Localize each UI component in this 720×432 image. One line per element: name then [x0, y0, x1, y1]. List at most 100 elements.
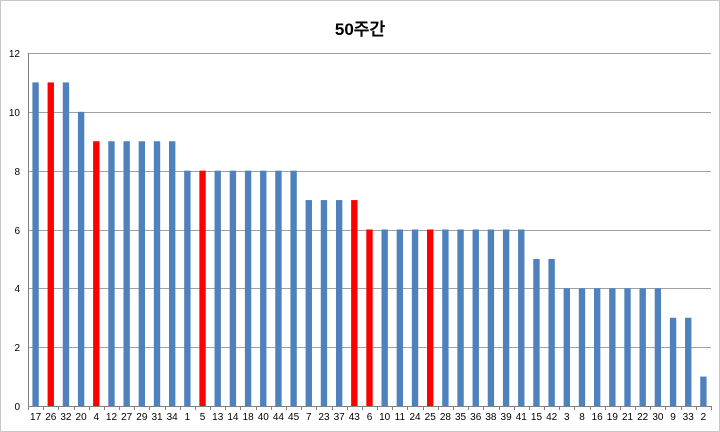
x-tick-label: 22	[637, 412, 649, 423]
bar-14	[229, 170, 237, 406]
x-tick-label: 27	[121, 412, 133, 423]
x-tick-label: 2	[701, 412, 707, 423]
bar-29	[138, 141, 146, 406]
x-tick-label: 14	[227, 412, 239, 423]
x-tick-label: 36	[470, 412, 482, 423]
bar-24	[411, 229, 419, 406]
x-tick-label: 25	[425, 412, 437, 423]
x-tick-label: 23	[318, 412, 330, 423]
bar-19	[609, 288, 616, 406]
bar-23	[320, 200, 328, 406]
x-tick-label: 7	[306, 412, 312, 423]
bar-2	[700, 376, 707, 406]
x-tick-label: 18	[243, 412, 255, 423]
x-tick-label: 29	[136, 412, 148, 423]
x-tick-label: 19	[607, 412, 619, 423]
x-tick-label: 3	[564, 412, 570, 423]
bar-26	[47, 82, 54, 407]
x-tick-label: 21	[622, 412, 634, 423]
bar-20	[77, 111, 85, 406]
x-tick-label: 9	[670, 412, 676, 423]
x-tick-label: 11	[395, 412, 406, 423]
bar-7	[305, 200, 312, 406]
x-tick-label: 13	[212, 412, 224, 423]
y-tick-label: 12	[9, 49, 21, 60]
bar-18	[244, 170, 252, 406]
x-tick-label: 1	[185, 412, 191, 423]
bar-33	[685, 317, 692, 406]
bar-28	[442, 229, 449, 406]
bar-31	[153, 141, 161, 406]
bar-15	[533, 258, 540, 406]
x-tick-label: 41	[516, 412, 528, 423]
bar-37	[335, 200, 343, 406]
bar-42	[548, 258, 555, 406]
x-tick-label: 15	[531, 412, 543, 423]
y-tick-label: 8	[14, 167, 20, 178]
bar-36	[472, 229, 479, 406]
bar-27	[123, 141, 130, 406]
x-tick-label: 40	[258, 412, 270, 423]
bar-3	[563, 288, 570, 406]
x-tick-label: 43	[349, 412, 361, 423]
bar-44	[275, 170, 282, 406]
x-tick-label: 37	[334, 412, 346, 423]
y-tick-label: 10	[9, 108, 21, 119]
bar-6	[366, 229, 373, 406]
x-tick-label: 10	[379, 412, 391, 423]
x-tick-label: 30	[652, 412, 664, 423]
x-tick-label: 42	[546, 412, 558, 423]
x-tick-label: 31	[151, 412, 163, 423]
x-tick-label: 35	[455, 412, 467, 423]
y-tick-label: 6	[14, 226, 20, 237]
bar-17	[32, 82, 39, 407]
bar-1	[184, 170, 191, 406]
x-tick-label: 39	[501, 412, 513, 423]
x-tick-label: 26	[45, 412, 57, 423]
x-tick-label: 4	[94, 412, 100, 423]
bar-25	[427, 229, 434, 406]
x-tick-label: 24	[409, 412, 421, 423]
x-tick-label: 5	[200, 412, 206, 423]
bar-32	[62, 82, 70, 407]
x-tick-label: 17	[30, 412, 42, 423]
bar-35	[457, 229, 464, 406]
bar-12	[108, 141, 115, 406]
x-tick-label: 33	[683, 412, 695, 423]
bar-30	[654, 288, 662, 406]
bar-5	[199, 170, 206, 406]
bar-13	[214, 170, 221, 406]
bar-38	[487, 229, 495, 406]
y-tick-label: 0	[14, 402, 20, 413]
bar-11	[396, 229, 404, 406]
x-tick-label: 44	[273, 412, 285, 423]
x-tick-label: 34	[167, 412, 179, 423]
x-tick-label: 20	[76, 412, 88, 423]
bar-21	[624, 288, 631, 406]
bar-40	[260, 170, 267, 406]
x-tick-label: 12	[106, 412, 118, 423]
bar-34	[169, 141, 176, 406]
bar-22	[639, 288, 646, 406]
x-tick-label: 38	[485, 412, 497, 423]
x-tick-label: 32	[60, 412, 72, 423]
bar-4	[93, 141, 100, 406]
y-tick-label: 2	[14, 343, 20, 354]
x-tick-label: 6	[367, 412, 373, 423]
bar-10	[381, 229, 388, 406]
bar-39	[502, 229, 510, 406]
bar-43	[351, 200, 358, 406]
bar-41	[518, 229, 525, 406]
x-tick-label: 16	[592, 412, 604, 423]
bar-45	[290, 170, 297, 406]
bar-8	[578, 288, 586, 406]
x-tick-label: 28	[440, 412, 452, 423]
x-tick-label: 45	[288, 412, 300, 423]
bar-9	[669, 317, 677, 406]
y-tick-label: 4	[14, 284, 20, 295]
x-tick-label: 8	[579, 412, 585, 423]
bar-16	[593, 288, 601, 406]
chart-title: 50주간	[334, 20, 386, 39]
